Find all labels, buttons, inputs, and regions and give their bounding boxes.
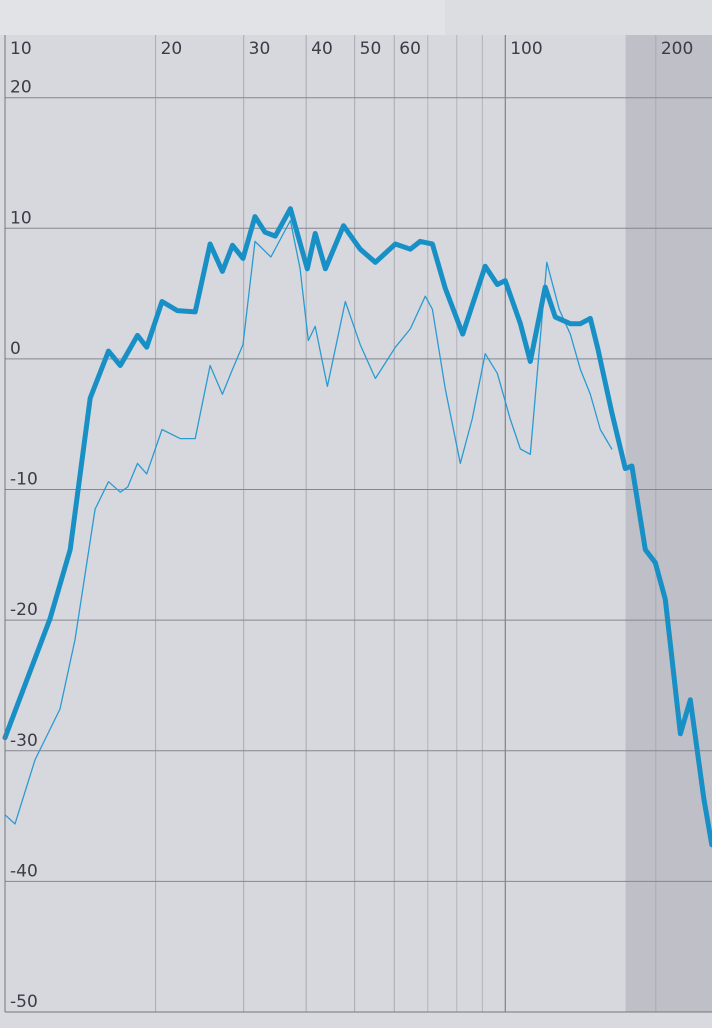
y-tick-label: -50 (10, 992, 38, 1012)
x-tick-label: 10 (10, 39, 32, 59)
y-tick-label: -40 (10, 861, 38, 881)
header-strip (0, 0, 445, 35)
x-tick-label: 20 (161, 39, 183, 59)
x-tick-label: 50 (360, 39, 382, 59)
x-tick-label: 100 (510, 39, 542, 59)
y-tick-label: -10 (10, 470, 38, 490)
y-tick-label: 10 (10, 208, 32, 228)
plot-area (5, 35, 712, 1012)
y-tick-label: 20 (10, 78, 32, 98)
x-tick-label: 40 (311, 39, 333, 59)
shaded-range (625, 35, 712, 1012)
x-tick-label: 60 (399, 39, 421, 59)
series-line (4, 219, 613, 825)
x-tick-label: 200 (661, 39, 693, 59)
header-strip (445, 0, 712, 35)
y-tick-label: -30 (10, 731, 38, 751)
series-line (2, 206, 712, 848)
x-tick-label: 30 (249, 39, 271, 59)
y-tick-label: -20 (10, 600, 38, 620)
y-tick-label: 0 (10, 339, 21, 359)
